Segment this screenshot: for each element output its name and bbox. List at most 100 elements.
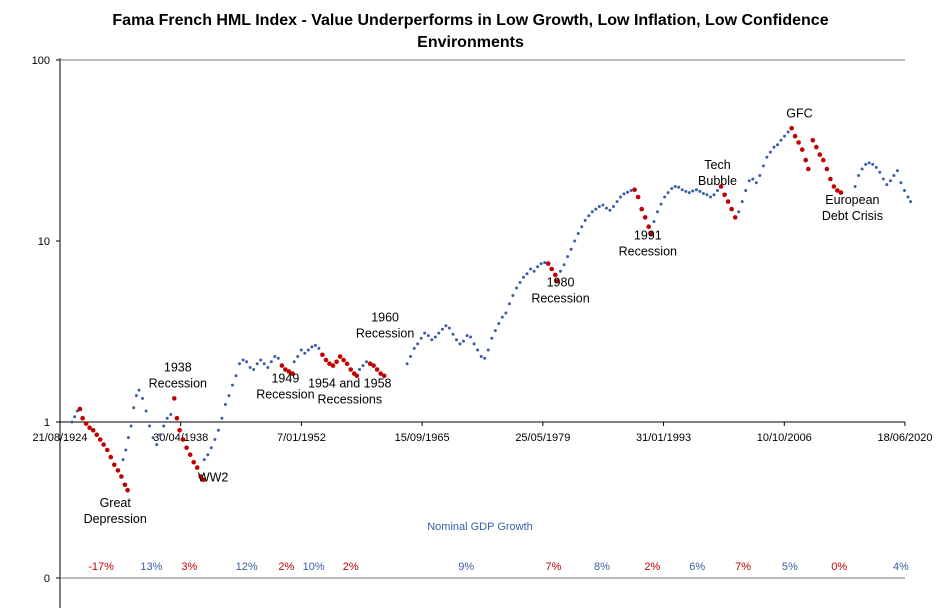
index-point [433, 335, 437, 339]
weak-period-point [554, 278, 560, 284]
index-point [266, 366, 270, 369]
index-point [255, 362, 259, 366]
weak-period-point [334, 359, 339, 365]
annotation-label: Tech Bubble [698, 158, 737, 188]
index-point [701, 192, 705, 195]
index-point [705, 193, 709, 197]
index-point [299, 348, 303, 352]
annotation-line: GFC [786, 107, 812, 121]
index-point [162, 424, 166, 428]
index-point [124, 448, 128, 452]
weak-period-point [649, 231, 654, 236]
index-point [451, 332, 455, 336]
annotation-line: Recession [149, 377, 207, 391]
weak-period-point [718, 184, 724, 189]
y-tick-label: 1 [44, 417, 50, 429]
index-point [165, 416, 169, 420]
annotation-line: Recession [256, 388, 314, 402]
y-tick-label: 10 [38, 236, 50, 248]
x-tick-label: 25/05/1979 [515, 432, 570, 444]
x-tick-label: 18/06/2020 [877, 432, 932, 444]
index-point [296, 355, 300, 358]
weak-period-point [646, 224, 651, 229]
index-point [888, 179, 892, 183]
weak-period-point [119, 474, 124, 479]
index-point [909, 200, 913, 204]
index-point [765, 155, 769, 159]
weak-period-point [83, 421, 89, 426]
weak-period-point [194, 465, 200, 470]
x-tick-label: 15/09/1965 [395, 432, 450, 444]
index-point [497, 322, 501, 325]
annotation-label: 1991 Recession [619, 228, 677, 258]
index-point [594, 207, 598, 211]
index-point [276, 356, 280, 360]
weak-period-point [191, 459, 196, 465]
index-point [155, 443, 159, 447]
index-point [437, 331, 441, 335]
index-point [486, 348, 490, 352]
index-point [444, 324, 448, 328]
x-tick-label: 30/04/1938 [153, 432, 208, 444]
index-point [504, 311, 508, 315]
index-point [310, 345, 314, 349]
index-point [361, 364, 365, 368]
index-point [903, 189, 906, 192]
index-point [906, 195, 910, 199]
weak-period-point [729, 206, 734, 212]
index-point [259, 358, 263, 362]
index-point [758, 174, 762, 177]
annotation-label: 1938 Recession [149, 361, 207, 391]
index-point [786, 130, 790, 134]
index-point [423, 331, 427, 335]
weak-period-point [80, 415, 85, 421]
index-point [455, 338, 458, 342]
index-point [472, 342, 476, 346]
index-point [569, 247, 573, 251]
index-point [529, 267, 533, 271]
gdp-growth-value: 2% [644, 561, 660, 573]
annotation-line: 1938 [164, 361, 192, 375]
index-point [151, 436, 155, 440]
weak-period-point [180, 437, 186, 442]
index-point [144, 409, 148, 413]
index-point [747, 179, 751, 183]
y-tick-label: 0 [44, 573, 50, 585]
index-point [223, 403, 227, 406]
index-point [430, 338, 434, 342]
weak-period-point [803, 157, 808, 163]
weak-period-point [341, 357, 346, 363]
chart-title: Fama French HML Index - Value Underperfo… [0, 10, 941, 54]
index-point [590, 210, 594, 214]
annotation-line: Bubble [698, 174, 737, 188]
weak-period-point [799, 147, 805, 152]
index-point [867, 161, 871, 165]
index-point [209, 446, 213, 450]
annotation-label: 1949 Recession [256, 372, 314, 402]
index-point [132, 406, 136, 410]
weak-period-point [354, 373, 360, 379]
weak-period-point [122, 482, 128, 488]
index-point [587, 214, 591, 218]
index-point [754, 181, 758, 185]
weak-period-point [108, 454, 114, 460]
index-point [566, 255, 570, 259]
weak-period-point [732, 215, 738, 220]
index-point [673, 185, 677, 188]
index-point [469, 335, 473, 339]
annotation-label: GFC [786, 107, 812, 121]
index-point [490, 336, 494, 340]
index-point [652, 220, 656, 224]
gdp-growth-value: 4% [893, 561, 909, 573]
index-point [220, 416, 224, 420]
index-point [597, 205, 601, 208]
annotation-line: 1954 and 1958 [308, 377, 391, 391]
weak-period-point [371, 363, 376, 368]
weak-period-point [283, 367, 288, 372]
index-point [447, 326, 451, 330]
gdp-growth-value: 10% [303, 561, 325, 573]
chart-title-line-1: Fama French HML Index - Value Underperfo… [112, 12, 829, 29]
annotation-line: Debt Crisis [822, 209, 883, 223]
gdp-growth-value: 7% [735, 561, 751, 573]
annotation-line: European [825, 193, 879, 207]
